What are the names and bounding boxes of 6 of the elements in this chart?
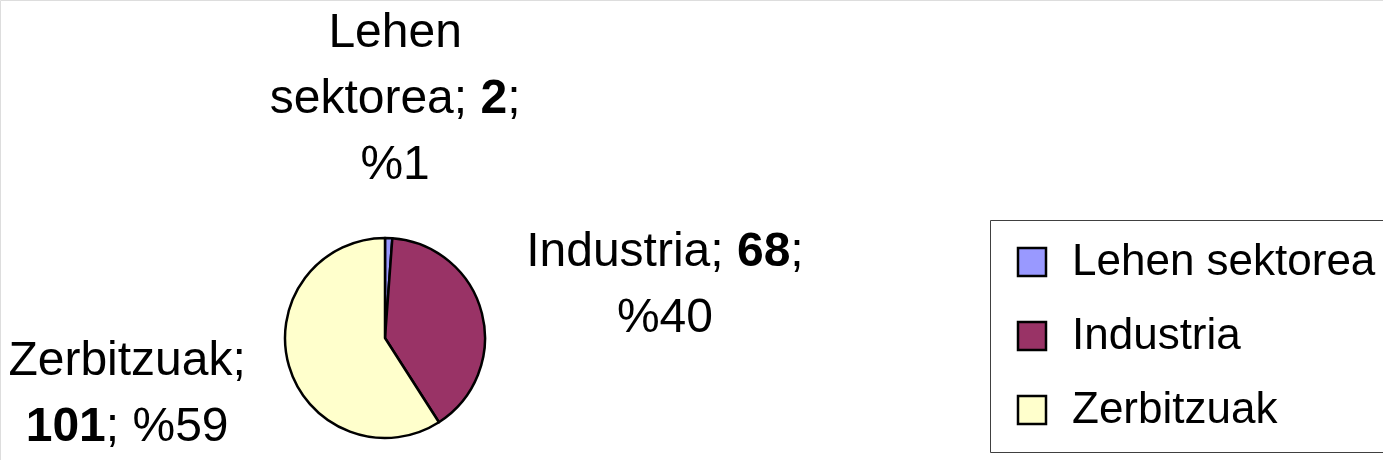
legend-label: Zerbitzuak — [1072, 383, 1279, 432]
text: Industria; 68; %40 — [526, 222, 804, 342]
legend-label: Industria — [1072, 309, 1242, 358]
text: Lehen sektorea; 2; %1 — [269, 4, 521, 189]
data-label: Zerbitzuak; 101; %59 — [8, 332, 246, 451]
legend-label: Lehen sektorea — [1072, 235, 1376, 284]
